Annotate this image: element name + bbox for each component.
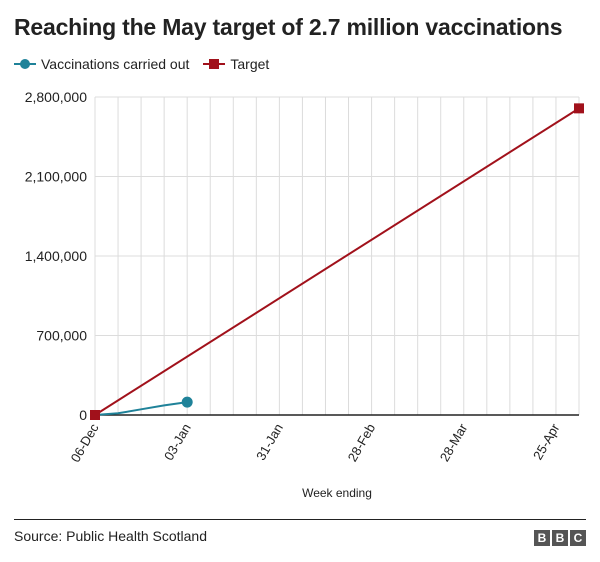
x-tick-label: 28-Mar (437, 420, 471, 464)
x-axis-title: Week ending (302, 486, 372, 500)
y-tick-label: 2,800,000 (25, 89, 87, 105)
y-tick-label: 2,100,000 (25, 169, 87, 185)
legend-label-vaccinations: Vaccinations carried out (41, 56, 190, 72)
x-tick-label: 28-Feb (345, 421, 379, 464)
logo-letter: B (534, 530, 550, 546)
vaccinations-point (181, 396, 193, 408)
square-marker-icon (203, 59, 226, 69)
y-tick-label: 0 (79, 407, 87, 423)
legend-item-vaccinations: Vaccinations carried out (14, 56, 189, 72)
target-point (574, 103, 584, 114)
x-tick-label: 06-Dec (68, 421, 102, 465)
logo-letter: B (552, 530, 568, 546)
logo-letter: C (570, 530, 586, 546)
source-note: Source: Public Health Scotland (14, 528, 207, 544)
y-tick-label: 1,400,000 (25, 248, 87, 264)
legend-item-target: Target (203, 56, 269, 72)
x-tick-label: 03-Jan (161, 421, 194, 463)
vaccinations-series-line (94, 401, 188, 416)
legend-label-target: Target (230, 56, 270, 72)
chart-title: Reaching the May target of 2.7 million v… (14, 14, 563, 40)
y-tick-label: 700,000 (36, 328, 87, 344)
footer-divider (14, 519, 586, 520)
bbc-logo: B B C (534, 530, 586, 546)
x-tick-label: 31-Jan (253, 421, 286, 463)
target-series-line (94, 107, 580, 416)
circle-marker-icon (14, 59, 36, 69)
legend: Vaccinations carried out Target (14, 56, 283, 72)
target-point (90, 410, 100, 420)
x-tick-label: 25-Apr (530, 420, 563, 462)
